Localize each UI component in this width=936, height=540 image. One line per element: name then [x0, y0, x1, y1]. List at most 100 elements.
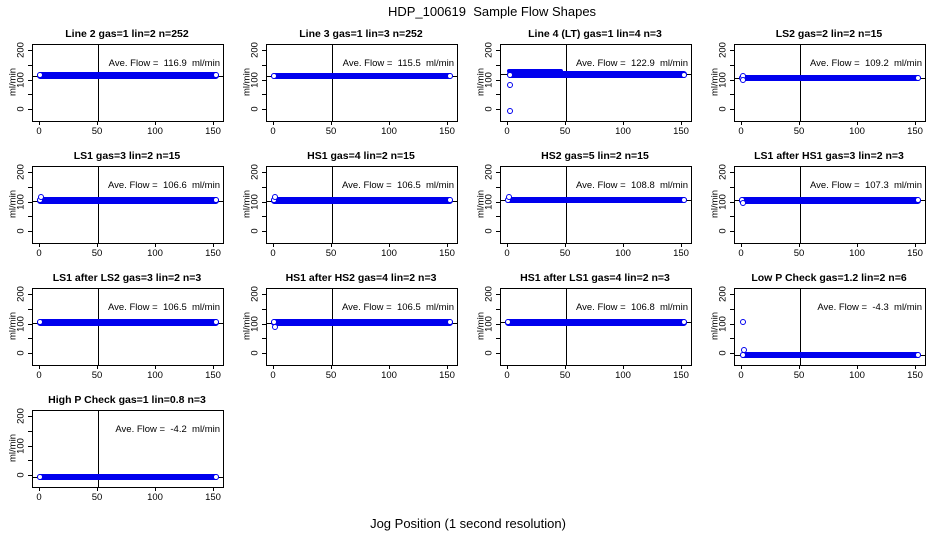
x-tick-label: 50: [559, 370, 571, 381]
band-end-point: [37, 474, 43, 481]
panel-title: LS1 after LS2 gas=3 lin=2 n=3: [52, 272, 202, 284]
band-end-point: [37, 319, 43, 326]
x-tick-label: 150: [205, 126, 221, 137]
x-tick: [331, 365, 332, 369]
x-axis-label: Jog Position (1 second resolution): [370, 516, 566, 531]
x-tick-label: 150: [439, 248, 455, 259]
y-tick-label: 200: [717, 42, 729, 58]
band-end-point: [271, 72, 277, 79]
y-tick: [496, 201, 500, 203]
data-point: [272, 194, 279, 201]
band-end-point: [213, 72, 220, 79]
x-tick: [213, 121, 214, 125]
x-tick: [623, 243, 624, 247]
x-tick: [623, 121, 624, 125]
panel-7: HS2 gas=5 lin=2 n=15 ml/min 0 100 200 Ave. Fl…: [468, 146, 702, 268]
x-tick-label: 150: [907, 248, 923, 259]
y-tick: [496, 79, 500, 81]
figure-title: HDP_100619 Sample Flow Shapes: [387, 4, 597, 19]
x-tick-label: 50: [559, 126, 571, 137]
x-tick-label: 100: [849, 370, 865, 381]
panel-title: LS1 gas=3 lin=2 n=15: [73, 150, 181, 162]
x-tick: [331, 243, 332, 247]
y-tick-label: 0: [717, 228, 729, 234]
empty-cell: [468, 390, 702, 512]
y-tick: [262, 201, 266, 203]
x-tick: [799, 243, 800, 247]
y-tick: [262, 294, 266, 295]
reference-vline: [98, 45, 99, 121]
x-tick-label: 100: [615, 126, 631, 137]
x-tick: [915, 121, 916, 125]
plot-box: Ave. Flow = 122.9 ml/min: [500, 44, 692, 122]
panel-title: HS1 after HS2 gas=4 lin=2 n=3: [285, 272, 437, 284]
y-tick: [730, 338, 734, 340]
x-tick-label: 50: [91, 492, 103, 503]
x-tick-label: 100: [147, 126, 163, 137]
x-tick: [389, 243, 390, 247]
x-tick: [565, 121, 566, 125]
x-tick-label: 100: [147, 248, 163, 259]
x-tick-label: 150: [673, 370, 689, 381]
data-point: [740, 318, 747, 325]
x-tick-label: 0: [504, 126, 510, 137]
data-point: [272, 323, 279, 330]
x-tick-label: 0: [504, 248, 510, 259]
y-tick: [730, 216, 734, 218]
y-tick-label: 200: [249, 42, 261, 58]
y-tick-label: 0: [15, 350, 27, 356]
y-tick-label: 0: [15, 106, 27, 112]
y-tick-label: 100: [483, 193, 495, 210]
x-tick: [97, 365, 98, 369]
band-end-point: [447, 72, 454, 79]
x-tick: [741, 365, 742, 369]
x-tick: [97, 121, 98, 125]
x-tick-label: 100: [615, 248, 631, 259]
x-tick: [507, 121, 508, 125]
x-tick: [565, 243, 566, 247]
reference-vline: [566, 167, 567, 243]
y-tick: [730, 94, 734, 96]
x-tick-label: 100: [381, 370, 397, 381]
avg-flow-annotation: Ave. Flow = 122.9 ml/min: [575, 58, 688, 69]
band-end-point: [915, 197, 922, 204]
x-tick: [389, 121, 390, 125]
x-tick-label: 50: [559, 248, 571, 259]
x-tick-label: 0: [36, 248, 42, 259]
panel-9: LS1 after LS2 gas=3 lin=2 n=3 ml/min 0 100 2…: [0, 268, 234, 390]
y-tick-label: 0: [249, 228, 261, 234]
y-tick-label: 200: [15, 42, 27, 58]
data-band: [507, 71, 688, 78]
x-tick: [857, 243, 858, 247]
x-tick-label: 0: [36, 126, 42, 137]
panel-title: HS1 gas=4 lin=2 n=15: [307, 150, 415, 162]
reference-vline: [332, 289, 333, 365]
x-tick: [681, 121, 682, 125]
x-tick: [447, 365, 448, 369]
y-tick-label: 0: [717, 350, 729, 356]
data-point: [507, 108, 514, 115]
y-tick: [28, 323, 32, 325]
panel-1: Line 2 gas=1 lin=2 n=252 ml/min 0 100 200 Ave…: [0, 24, 234, 146]
avg-flow-annotation: Ave. Flow = -4.2 ml/min: [115, 424, 220, 435]
data-point: [506, 194, 513, 201]
y-tick-label: 200: [483, 42, 495, 58]
x-tick-label: 0: [36, 492, 42, 503]
plot-box: Ave. Flow = -4.2 ml/min: [32, 410, 224, 488]
x-tick-label: 50: [91, 126, 103, 137]
panel-11: HS1 after LS1 gas=4 lin=2 n=3 ml/min 0 100 2…: [468, 268, 702, 390]
x-tick: [155, 487, 156, 491]
x-tick-label: 50: [91, 370, 103, 381]
x-tick-label: 0: [738, 370, 744, 381]
y-tick: [28, 338, 32, 340]
x-tick-label: 0: [738, 126, 744, 137]
panel-title: LS2 gas=2 lin=2 n=15: [775, 28, 883, 40]
avg-flow-annotation: Ave. Flow = 109.2 ml/min: [809, 58, 922, 69]
y-tick: [28, 430, 32, 432]
panel-4: LS2 gas=2 lin=2 n=15 ml/min 0 100 200 Ave. Fl…: [702, 24, 936, 146]
y-tick: [28, 201, 32, 203]
y-tick: [730, 308, 734, 310]
plot-box: Ave. Flow = 109.2 ml/min: [734, 44, 926, 122]
x-tick-label: 50: [325, 370, 337, 381]
x-tick-label: 0: [738, 248, 744, 259]
